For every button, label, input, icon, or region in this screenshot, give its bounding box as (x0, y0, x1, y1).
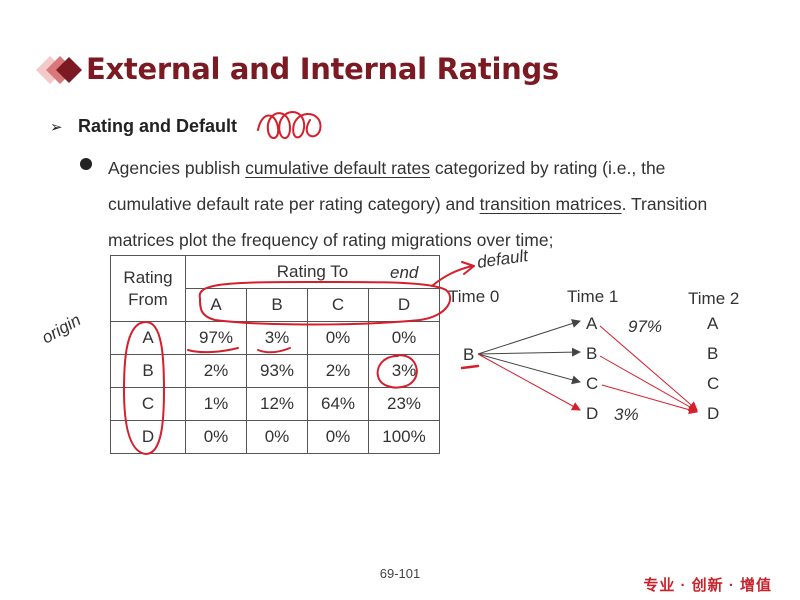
handwritten-3-percent: 3% (614, 405, 639, 424)
arrow-b-to-d (477, 353, 581, 411)
column-header-a: A (185, 288, 247, 322)
table-cell: 64% (307, 387, 369, 421)
underline-start-b (460, 364, 480, 370)
row-label: D (110, 420, 186, 454)
table-cell: 3% (368, 354, 440, 388)
time1-rating-c: C (586, 374, 598, 393)
cumulative-default-rates-term: cumulative default rates (245, 158, 430, 178)
table-cell: 12% (246, 387, 308, 421)
arrow-b-to-a (477, 319, 581, 355)
section-heading: Rating and Default (78, 116, 238, 136)
table-cell: 97% (185, 321, 247, 355)
row-label: C (110, 387, 186, 421)
time1-rating-a: A (586, 314, 598, 333)
rating-from-header: Rating From (110, 255, 186, 322)
table-cell: 100% (368, 420, 440, 454)
bullet-text: Agencies publish cumulative default rate… (108, 150, 730, 258)
time2-rating-a: A (707, 314, 719, 333)
column-header-b: B (246, 288, 308, 322)
time2-rating-b: B (707, 344, 718, 363)
table-cell: 0% (307, 321, 369, 355)
arrow-b-to-c (477, 353, 581, 385)
page-title: External and Internal Ratings (86, 52, 559, 86)
table-cell: 23% (368, 387, 440, 421)
table-cell: 3% (246, 321, 308, 355)
time0-label: Time 0 (448, 287, 499, 306)
table-row: D 0% 0% 0% 100% (110, 420, 440, 454)
rating-to-header: Rating To (185, 255, 440, 289)
bullet-text-1: Agencies publish (108, 158, 246, 178)
table-cell: 93% (246, 354, 308, 388)
table-cell: 2% (307, 354, 369, 388)
arrow-bullet-icon: ➢ (50, 118, 63, 136)
transition-matrix-table: Rating From Rating To A B C D A 97% 3% 0… (110, 255, 440, 454)
time2-rating-d: D (707, 404, 719, 423)
bullet-paragraph: Agencies publish cumulative default rate… (80, 150, 730, 258)
arrow-a-to-d (599, 325, 698, 411)
row-label: B (110, 354, 186, 388)
table-row: C 1% 12% 64% 23% (110, 387, 440, 421)
footer-slogan: 专业 · 创新 · 增值 (643, 577, 772, 594)
section-heading-row: ➢ Rating and Default (50, 116, 237, 137)
bullet-text-3: . Transition matrices plot the frequency… (108, 194, 708, 250)
arrow-b-to-d-time2 (599, 355, 698, 412)
arrow-b-to-b (477, 347, 581, 357)
scribble-mark (257, 111, 322, 139)
time0-rating-b: B (463, 345, 474, 364)
table-cell: 0% (307, 420, 369, 454)
column-header-d: D (368, 288, 440, 322)
table-cell: 2% (185, 354, 247, 388)
time1-rating-b: B (586, 344, 597, 363)
time2-label: Time 2 (688, 289, 739, 308)
table-cell: 0% (185, 420, 247, 454)
title-diamond-logo (36, 56, 82, 84)
time2-rating-c: C (707, 374, 719, 393)
arrow-c-to-d (601, 384, 698, 415)
table-cell: 0% (246, 420, 308, 454)
table-row: B 2% 93% 2% 3% (110, 354, 440, 388)
table-row: A 97% 3% 0% 0% (110, 321, 440, 355)
table-cell: 1% (185, 387, 247, 421)
table-cell: 0% (368, 321, 440, 355)
time1-label: Time 1 (567, 287, 618, 306)
transition-matrices-term: transition matrices (479, 194, 622, 214)
column-header-c: C (307, 288, 369, 322)
handwritten-origin: origin (39, 310, 85, 347)
bullet-dot-icon (80, 158, 92, 170)
row-label: A (110, 321, 186, 355)
bullet-text-2: categorized by rating (i.e., the cumulat… (108, 158, 666, 214)
handwritten-97-percent: 97% (628, 317, 662, 336)
page-number: 69-101 (379, 566, 421, 581)
time1-rating-d: D (586, 404, 598, 423)
